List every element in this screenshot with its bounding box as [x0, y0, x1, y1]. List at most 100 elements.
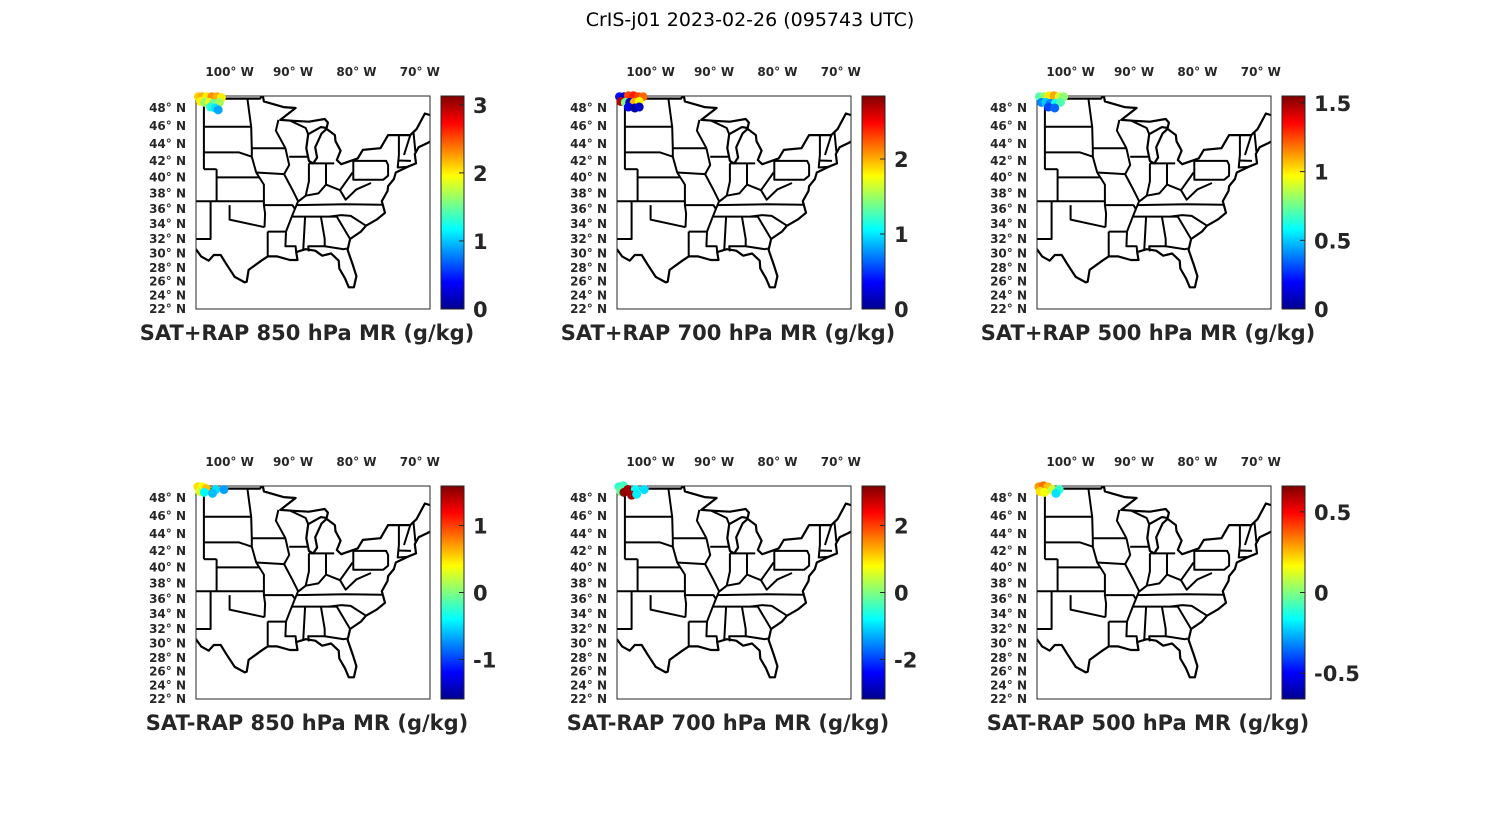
- observation-point: [219, 485, 229, 495]
- colorbar: [440, 95, 465, 310]
- lat-tick-label: 24° N: [990, 678, 1027, 692]
- state-border: [403, 134, 412, 156]
- lat-tick-label: 28° N: [990, 261, 1027, 275]
- state-border: [403, 524, 412, 546]
- lat-tick-label: 30° N: [570, 247, 607, 261]
- map-panel-2: 100° W 90° W 80° W 70° W 48° N 46° N 44° N 42° …: [561, 65, 909, 345]
- state-border: [750, 604, 788, 617]
- lon-tick-label: 80° W: [757, 65, 797, 79]
- lon-tick-label: 90° W: [273, 455, 313, 469]
- state-border: [296, 593, 383, 597]
- state-border: [1244, 134, 1253, 156]
- state-border: [263, 594, 296, 600]
- lat-tick-label: 48° N: [149, 101, 186, 115]
- state-border: [1143, 606, 1148, 641]
- lat-tick-label: 28° N: [149, 261, 186, 275]
- observation-point: [634, 102, 644, 112]
- panel-title: SAT-RAP 850 hPa MR (g/kg): [146, 711, 469, 735]
- state-border: [717, 203, 804, 207]
- state-border: [1170, 604, 1208, 617]
- lon-tick-label: 70° W: [1241, 65, 1281, 79]
- lat-tick-label: 48° N: [570, 491, 607, 505]
- observation-point: [639, 485, 649, 495]
- colorbar-tick-label: 3: [473, 94, 488, 118]
- lat-tick-label: 32° N: [990, 232, 1027, 246]
- colorbar-tick-label: 0.5: [1314, 229, 1351, 253]
- state-border: [717, 593, 804, 597]
- state-border: [745, 635, 769, 641]
- state-border: [290, 119, 310, 135]
- colorbar-tick-label: 0: [473, 582, 488, 606]
- figure-title: CrIS-j01 2023-02-26 (095743 UTC): [586, 9, 915, 31]
- lon-tick-label: 100° W: [205, 65, 253, 79]
- coastline: [1037, 96, 1271, 289]
- colorbar-tick-label: 1.5: [1314, 92, 1351, 116]
- state-border: [1131, 509, 1151, 525]
- observation-point: [199, 487, 209, 497]
- lat-tick-label: 36° N: [570, 592, 607, 606]
- lat-tick-label: 30° N: [149, 637, 186, 651]
- lat-tick-label: 44° N: [990, 527, 1027, 541]
- lat-tick-label: 38° N: [149, 576, 186, 590]
- lat-tick-label: 26° N: [990, 275, 1027, 289]
- state-border: [412, 132, 417, 152]
- state-border: [1087, 98, 1108, 228]
- colorbar-tick-label: 0: [894, 582, 909, 606]
- map-frame: [1036, 485, 1272, 700]
- state-border: [1139, 561, 1195, 592]
- state-border: [1180, 572, 1213, 591]
- coastline: [617, 96, 851, 289]
- colorbar-tick-label: 1: [473, 230, 488, 254]
- state-border: [684, 204, 717, 210]
- state-border: [1165, 245, 1189, 251]
- state-border: [824, 524, 833, 546]
- state-border: [329, 214, 367, 227]
- colorbar: [1281, 95, 1306, 310]
- lat-tick-label: 24° N: [149, 288, 186, 302]
- state-border: [274, 119, 287, 149]
- lat-tick-label: 30° N: [990, 247, 1027, 261]
- lon-tick-label: 80° W: [757, 455, 797, 469]
- lon-tick-label: 80° W: [1177, 65, 1217, 79]
- state-border: [760, 182, 793, 201]
- lat-tick-label: 42° N: [149, 154, 186, 168]
- state-border: [711, 119, 731, 135]
- lon-tick-label: 80° W: [336, 65, 376, 79]
- observation-point: [1040, 487, 1050, 497]
- state-border: [1069, 205, 1106, 229]
- lon-tick-label: 70° W: [1241, 455, 1281, 469]
- colorbar-tick-label: 0: [894, 298, 909, 322]
- lat-tick-label: 48° N: [990, 491, 1027, 505]
- lat-tick-label: 38° N: [149, 186, 186, 200]
- coastline: [617, 486, 851, 679]
- lon-tick-label: 90° W: [694, 65, 734, 79]
- colorbar-tick-label: -1: [473, 648, 496, 672]
- lat-tick-label: 24° N: [149, 678, 186, 692]
- colorbar-tick-label: 0.5: [1314, 501, 1351, 525]
- colorbar-tick-label: -2: [894, 648, 917, 672]
- lat-tick-label: 46° N: [570, 509, 607, 523]
- map-frame: [616, 95, 852, 310]
- lat-tick-label: 30° N: [149, 247, 186, 261]
- lat-tick-label: 46° N: [570, 119, 607, 133]
- state-border: [335, 606, 351, 630]
- state-border: [1137, 203, 1224, 207]
- state-border: [1037, 201, 1053, 240]
- lon-tick-label: 70° W: [400, 65, 440, 79]
- state-border: [304, 553, 310, 586]
- lat-tick-label: 42° N: [149, 544, 186, 558]
- observation-point: [1050, 103, 1060, 113]
- colorbar-tick-label: -0.5: [1314, 662, 1360, 686]
- state-border: [324, 635, 348, 641]
- state-border: [677, 561, 706, 566]
- lat-tick-label: 46° N: [149, 119, 186, 133]
- lat-tick-label: 44° N: [570, 137, 607, 151]
- lat-tick-label: 40° N: [570, 560, 607, 574]
- state-border: [324, 245, 348, 251]
- observation-point: [632, 489, 642, 499]
- state-border: [296, 203, 383, 207]
- state-border: [335, 216, 351, 240]
- colorbar: [861, 95, 886, 310]
- state-border: [617, 201, 633, 240]
- state-border: [725, 163, 731, 196]
